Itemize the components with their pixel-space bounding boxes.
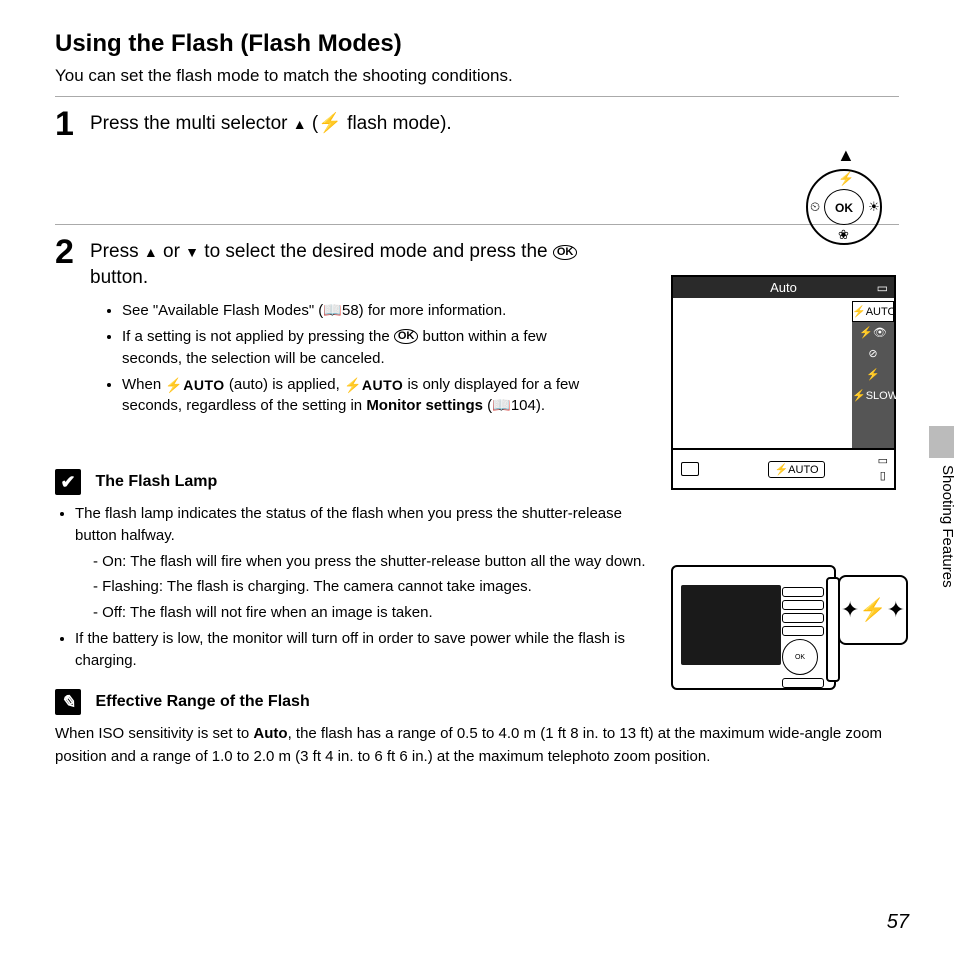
flash-range-title: Effective Range of the Flash bbox=[95, 693, 309, 710]
page-title: Using the Flash (Flash Modes) bbox=[55, 30, 899, 58]
step-2-number: 2 bbox=[55, 235, 90, 269]
auto-flash-icon: ⚡AUTO bbox=[165, 375, 224, 395]
ok-pad-icon: OK bbox=[782, 639, 818, 675]
book-ref-icon: 📖 bbox=[323, 302, 342, 319]
bullet-item: When ⚡AUTO (auto) is applied, ⚡AUTO is o… bbox=[122, 374, 602, 418]
step-2-text: Press or to select the desired mode and … bbox=[90, 239, 610, 290]
divider bbox=[55, 96, 899, 97]
camera-screen-diagram: Auto ▭ ⚡AUTO ⚡👁 ⊘ ⚡ ⚡SLOW ⚡AUTO ▭ ▯ bbox=[671, 275, 896, 490]
flash-lamp-title: The Flash Lamp bbox=[95, 473, 217, 490]
step-1-text: Press the multi selector (⚡ flash mode). bbox=[90, 111, 899, 137]
note-item: The flash lamp indicates the status of t… bbox=[75, 503, 665, 624]
step-1-number: 1 bbox=[55, 107, 90, 141]
current-flash-mode: ⚡AUTO bbox=[768, 461, 824, 478]
battery-icon: ▭ bbox=[878, 454, 888, 467]
step-1: 1 Press the multi selector (⚡ flash mode… bbox=[55, 107, 899, 141]
camera-back-diagram: OK ✦⚡✦ bbox=[671, 565, 896, 705]
screen-header: Auto ▭ bbox=[673, 277, 894, 298]
flash-lamp-callout: ✦⚡✦ bbox=[838, 575, 908, 645]
ok-icon: OK bbox=[394, 329, 419, 344]
divider bbox=[55, 224, 899, 225]
flash-icon: ⚡ bbox=[318, 111, 342, 137]
battery-icon: ▭ bbox=[877, 281, 888, 295]
intro-text: You can set the flash mode to match the … bbox=[55, 66, 899, 86]
timer-glyph-icon: ⏲ bbox=[810, 199, 820, 215]
down-triangle-icon bbox=[185, 241, 199, 262]
section-side-label: Shooting Features bbox=[939, 465, 954, 588]
screen-status-bar: ⚡AUTO ▭ ▯ bbox=[671, 450, 896, 490]
flash-option-redeye: ⚡👁 bbox=[852, 322, 894, 343]
auto-flash-icon: ⚡AUTO bbox=[344, 375, 403, 395]
exposure-glyph-icon: ☀ bbox=[868, 199, 880, 215]
monitor-settings-label: Monitor settings bbox=[366, 397, 483, 414]
book-ref-icon: 📖 bbox=[492, 397, 511, 414]
flash-option-off: ⊘ bbox=[852, 343, 894, 364]
memory-icon: ▯ bbox=[880, 469, 886, 482]
note-marker-icon: ✔ bbox=[55, 469, 81, 495]
flash-glyph-icon: ⚡ bbox=[838, 171, 854, 187]
flash-mode-options: ⚡AUTO ⚡👁 ⊘ ⚡ ⚡SLOW bbox=[852, 301, 894, 448]
note-subitem: Off: The flash will not fire when an ima… bbox=[93, 602, 665, 624]
note-subitem: On: The flash will fire when you press t… bbox=[93, 551, 665, 573]
flash-option-fill: ⚡ bbox=[852, 364, 894, 385]
flash-range-text: When ISO sensitivity is set to Auto, the… bbox=[55, 723, 885, 768]
ok-button-diagram: OK bbox=[824, 189, 864, 225]
ok-icon: OK bbox=[553, 245, 578, 260]
note-subitem: Flashing: The flash is charging. The cam… bbox=[93, 576, 665, 598]
note-item: If the battery is low, the monitor will … bbox=[75, 628, 665, 672]
section-tab bbox=[929, 426, 954, 458]
up-triangle-icon bbox=[293, 113, 307, 134]
flash-option-slow: ⚡SLOW bbox=[852, 385, 894, 406]
page-number: 57 bbox=[887, 911, 909, 934]
up-triangle-icon bbox=[144, 241, 158, 262]
camera-mode-icon bbox=[681, 462, 699, 476]
bullet-item: See "Available Flash Modes" (📖58) for mo… bbox=[122, 300, 602, 322]
info-marker-icon: ✎ bbox=[55, 689, 81, 715]
multi-selector-diagram: ▲ OK ⚡ ⏲ ☀ ❀ bbox=[794, 145, 894, 245]
flash-option-auto: ⚡AUTO bbox=[852, 301, 894, 322]
bullet-item: If a setting is not applied by pressing … bbox=[122, 326, 602, 370]
up-arrow-icon: ▲ bbox=[837, 145, 855, 166]
